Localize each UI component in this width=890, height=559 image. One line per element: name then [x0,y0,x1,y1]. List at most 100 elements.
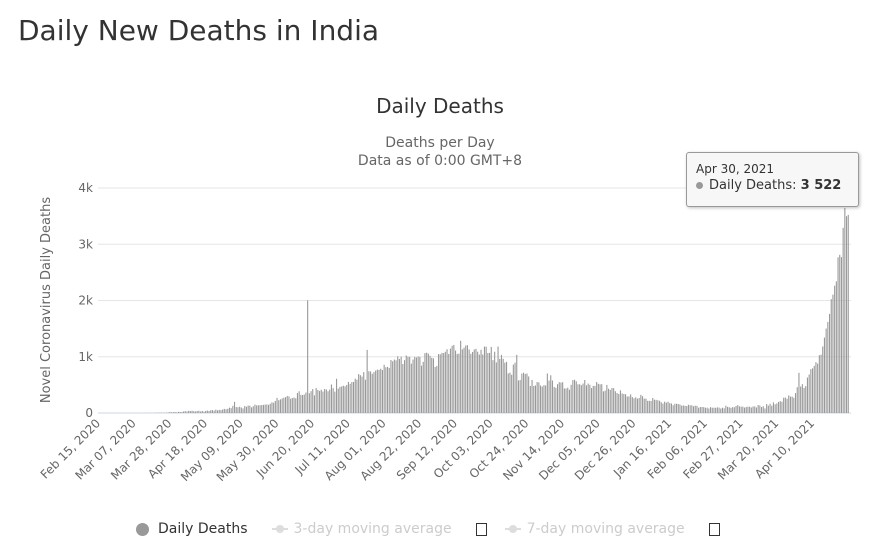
bar [813,365,815,413]
bar [596,382,598,413]
bar [759,405,761,413]
bar [800,386,802,413]
bar [315,388,317,413]
bar [392,361,394,413]
bar [842,227,844,413]
bar [446,349,448,413]
bar [789,396,791,413]
bar [677,404,679,413]
bar [516,354,518,413]
bar [193,411,195,413]
bar [791,396,793,413]
bar [415,357,417,413]
bar [276,397,278,413]
chart-subtitle-2: Data as of 0:00 GMT+8 [358,153,522,169]
legend-label: Daily Deaths [158,521,248,537]
bar [609,389,611,413]
bar [349,383,351,413]
bar [725,405,727,413]
legend-daily-deaths[interactable]: Daily Deaths [136,521,248,537]
bar [223,408,225,413]
bar [273,402,275,413]
checkbox-3day[interactable] [475,522,487,536]
bar [750,407,752,413]
bar [757,405,759,413]
bar [682,405,684,413]
bar [370,371,372,413]
bar [341,386,343,413]
bar [713,407,715,413]
legend-7day-average[interactable]: 7-day moving average [504,521,685,537]
bar [251,407,253,413]
bar [681,405,683,413]
bar [380,368,382,413]
bar [371,373,373,413]
bar [308,393,310,413]
bar [504,362,506,413]
bar [222,409,224,413]
bar [704,407,706,413]
bar [511,374,513,413]
bar [674,403,676,413]
bar [426,352,428,413]
legend: Daily Deaths 3-day moving average 7-day … [136,519,738,539]
bar [303,394,305,413]
bar [764,408,766,413]
bar [286,395,288,413]
bar [489,352,491,413]
bar [630,394,632,413]
bar [752,406,754,413]
bar [227,408,229,413]
bar [483,346,485,413]
bar [220,410,222,413]
bar [835,281,837,413]
bar [650,400,652,413]
bar [475,348,477,413]
bar [393,359,395,413]
bar [366,349,368,413]
bar [217,410,219,413]
bar [597,383,599,413]
legend-label: 3-day moving average [293,521,452,537]
bar [254,404,256,413]
bar [181,412,183,413]
bar [347,381,349,413]
bar [575,381,577,413]
bar [358,374,360,413]
bar [693,406,695,413]
bar [659,400,661,413]
bar [225,409,227,413]
bar [337,388,339,413]
bar [291,398,293,413]
bar [398,358,400,413]
legend-3day-average[interactable]: 3-day moving average [271,521,452,537]
bar [810,369,812,413]
bar [346,384,348,413]
bar [252,406,254,413]
bar [684,405,686,413]
bar [557,384,559,413]
bar [300,394,302,413]
bar [670,403,672,413]
bar [812,368,814,413]
bar [351,382,353,413]
bar [432,358,434,413]
bar [206,410,208,413]
bar [444,351,446,413]
bar [601,384,603,413]
bar [424,353,426,413]
bar [837,257,839,413]
bar [234,401,236,413]
bar [694,405,696,413]
bar [421,365,423,413]
bar [618,393,620,413]
bar [201,410,203,413]
checkbox-7day[interactable] [708,522,720,536]
bar [359,375,361,413]
bar [568,389,570,413]
bar [823,337,825,413]
bar [582,383,584,413]
bar [200,411,202,413]
bar [744,407,746,413]
bar [218,409,220,413]
